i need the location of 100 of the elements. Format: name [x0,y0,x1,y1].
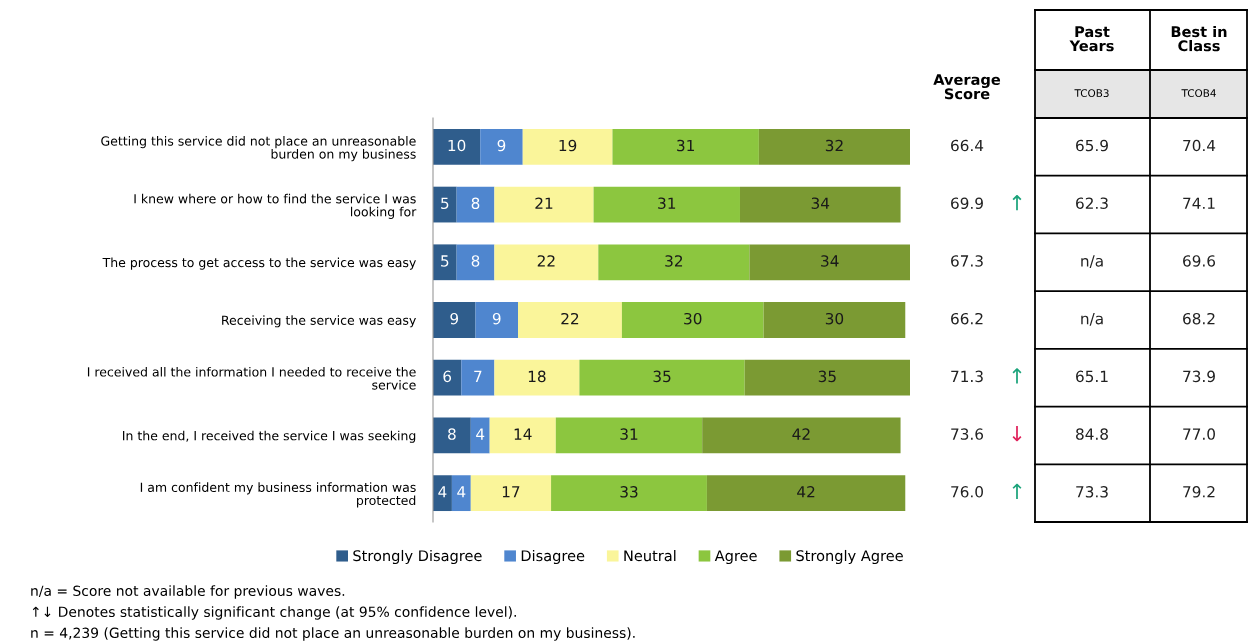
bar [598,244,750,281]
legend-label: Agree [714,550,757,565]
data-label: 5 [441,255,449,267]
bar [555,417,703,454]
bar [480,128,523,165]
bar [470,475,552,512]
text: 73.6 [951,428,984,440]
legend-label: Neutral [624,549,676,562]
bar [433,302,476,338]
data-label: 42 [792,428,810,440]
text: n/a [1081,313,1103,326]
data-label: 34 [811,197,830,209]
y-tick-label: In the end, I received the service I was seeking [123,430,416,443]
data-label: 30 [684,312,702,325]
text: 66.2 [951,312,983,325]
bar [456,244,495,281]
bar [461,359,495,396]
text: 65.9 [1076,139,1108,152]
data-label: 22 [537,255,555,267]
text: 66.4 [951,139,984,152]
text: TCOB3 [1074,89,1109,98]
text: n = 4,239 (Getting this service did not place an unreasonable burden on my business). [31,627,635,641]
data-label: 10 [448,139,466,152]
text: 84.8 [1076,428,1108,440]
data-label: 8 [471,255,480,267]
bar [433,359,462,396]
bar [456,186,495,223]
data-label: 32 [825,139,843,152]
bar [433,244,457,281]
data-label: 5 [441,197,449,209]
legend-label: Strongly Agree [796,549,903,565]
text: 74.1 [1183,197,1215,209]
text: 69.9 [951,197,983,209]
data-label: 34 [821,255,839,267]
bar [475,302,519,338]
text: 73.9 [1183,370,1215,383]
bar [758,128,910,165]
data-label: 35 [818,370,836,383]
text: n/a [1081,255,1103,268]
y-tick-label: The process to get access to the service was easy [102,257,416,270]
data-label: 32 [665,255,683,267]
legend-label: Disagree [521,549,585,565]
bar [749,244,910,281]
text: 71.3 [951,370,983,383]
data-label: 4 [438,486,447,498]
bar [621,302,764,338]
text: 79.2 [1183,486,1215,498]
data-label: 21 [535,197,553,209]
text: 62.3 [1076,197,1108,209]
text: 76.0 [951,486,983,498]
bar [702,417,901,454]
text: 65.1 [1076,370,1108,383]
y-tick-label: I knew where or how to find the service I was looking for [134,193,417,219]
bar [518,302,622,338]
data-label: 31 [677,139,694,152]
bar [744,359,910,396]
text: ↑ [1012,368,1022,384]
data-label: 9 [497,139,506,152]
y-tick-label: I am confident my business information was protected [140,482,416,508]
legend-label: Strongly Disagree [353,549,482,565]
data-label: 35 [653,370,671,383]
bar [593,186,740,223]
data-label: 42 [797,486,815,498]
y-tick-label: I received all the information I needed to receive the service [87,366,416,390]
bar [522,128,613,165]
text: 67.3 [951,255,983,267]
data-label: 19 [559,139,577,152]
bar [763,302,906,338]
data-label: 31 [658,197,676,209]
data-label: 33 [620,486,638,498]
bar [494,359,580,396]
data-label: 9 [450,312,459,325]
bar [451,475,471,512]
bar [494,244,599,281]
text: 70.4 [1183,139,1216,152]
data-label: 8 [471,197,480,209]
data-label: 22 [561,312,579,325]
bar [489,417,556,454]
data-label: 8 [448,428,456,440]
text: ↑ [1012,195,1022,211]
text: 68.2 [1183,312,1215,325]
data-label: 4 [457,486,466,498]
bar [739,186,901,223]
bar [433,475,452,512]
text: 69.6 [1183,255,1216,267]
data-label: 18 [528,370,546,383]
data-label: 6 [443,370,452,383]
data-label: 30 [825,312,844,325]
text: TCOB4 [1181,89,1216,98]
bar [612,128,759,165]
bar [433,186,457,223]
data-label: 17 [502,486,520,498]
bar [706,475,906,512]
bar [494,186,594,223]
bar [470,417,490,454]
text: ↑↓ Denotes statistically significant change (at 95% confidence level). [32,606,516,620]
text: 73.3 [1076,486,1108,498]
y-tick-label: Getting this service did not place an unreasonable burden on my business [101,136,416,162]
y-tick-label: Receiving the service was easy [222,315,416,328]
category-label: Average Score [933,74,1001,100]
